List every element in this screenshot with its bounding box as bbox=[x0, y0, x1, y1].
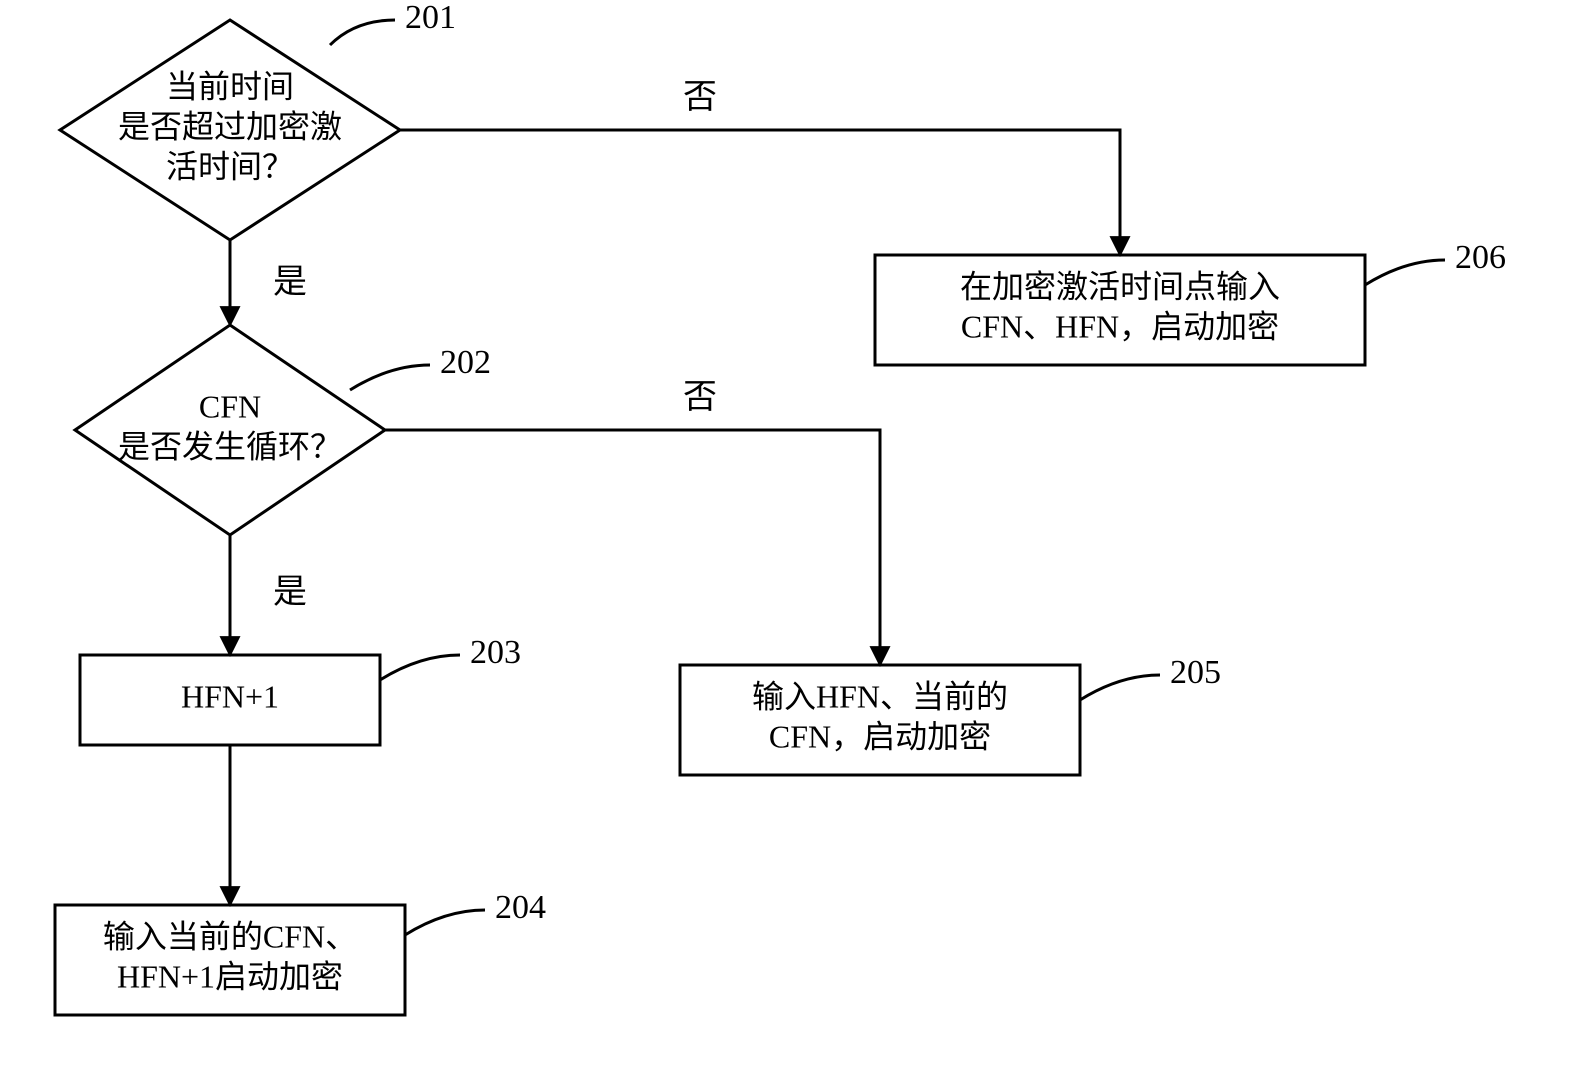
edge-label-0: 否 bbox=[683, 79, 717, 116]
node-d2-line1: 是否发生循环？ bbox=[118, 428, 342, 464]
edge-label-1: 是 bbox=[273, 264, 307, 301]
ref-leader-p204 bbox=[405, 910, 485, 935]
ref-leader-p205 bbox=[1080, 675, 1160, 700]
edge-d1-p206 bbox=[400, 130, 1120, 255]
ref-leader-p203 bbox=[380, 655, 460, 680]
node-p206: 在加密激活时间点输入 CFN、HFN，启动加密 bbox=[875, 255, 1365, 365]
node-p203: HFN+1 bbox=[80, 655, 380, 745]
ref-leader-d1 bbox=[330, 20, 395, 45]
ref-label-d1: 201 bbox=[405, 0, 456, 36]
node-p205-line0: 输入HFN、当前的 bbox=[752, 678, 1008, 714]
node-d1-line1: 是否超过加密激 bbox=[118, 108, 342, 144]
node-p203-line0: HFN+1 bbox=[181, 678, 279, 714]
ref-label-p205: 205 bbox=[1170, 654, 1221, 691]
ref-label-p204: 204 bbox=[495, 889, 546, 926]
node-p205: 输入HFN、当前的 CFN，启动加密 bbox=[680, 665, 1080, 775]
node-d2-line0: CFN bbox=[199, 388, 261, 424]
ref-label-d2: 202 bbox=[440, 344, 491, 381]
ref-leader-p206 bbox=[1365, 260, 1445, 285]
node-d1-line2: 活时间？ bbox=[166, 148, 294, 184]
node-d2: CFN 是否发生循环？ bbox=[75, 325, 385, 535]
ref-leader-d2 bbox=[350, 365, 430, 390]
ref-label-p206: 206 bbox=[1455, 239, 1506, 276]
edge-d2-p205 bbox=[385, 430, 880, 665]
node-p206-line1: CFN、HFN，启动加密 bbox=[961, 308, 1279, 344]
edge-label-3: 是 bbox=[273, 574, 307, 611]
node-p204-line0: 输入当前的CFN、 bbox=[103, 918, 357, 954]
node-p204-line1: HFN+1启动加密 bbox=[117, 958, 343, 994]
node-p204: 输入当前的CFN、 HFN+1启动加密 bbox=[55, 905, 405, 1015]
node-p205-line1: CFN，启动加密 bbox=[769, 718, 991, 754]
node-d1: 当前时间是否超过加密激活时间？ bbox=[60, 20, 400, 240]
node-p206-line0: 在加密激活时间点输入 bbox=[960, 268, 1280, 304]
edge-label-2: 否 bbox=[683, 379, 717, 416]
ref-label-p203: 203 bbox=[470, 634, 521, 671]
node-d1-line0: 当前时间 bbox=[166, 68, 294, 104]
